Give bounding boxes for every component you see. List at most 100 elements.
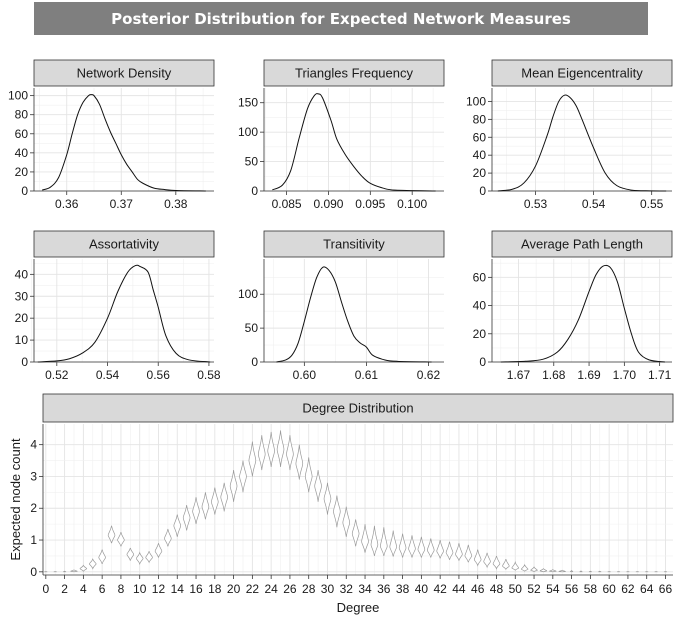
degree-x-tick-label: 60 xyxy=(602,582,616,596)
degree-x-tick-label: 66 xyxy=(659,582,673,596)
panel6-x-tick-label: 1.67 xyxy=(507,368,531,382)
panel4-y-tick-label: 10 xyxy=(15,333,29,347)
degree-violin xyxy=(63,570,67,573)
panel4-x-tick-label: 0.58 xyxy=(197,368,221,382)
degree-x-tick-label: 46 xyxy=(471,582,485,596)
degree-violin xyxy=(164,528,172,547)
panel3-x-tick-label: 0.54 xyxy=(582,197,606,211)
main-title: Posterior Distribution for Expected Netw… xyxy=(34,2,648,35)
panel4-y-tick-label: 20 xyxy=(15,311,29,325)
panel3-y-tick-label: 0 xyxy=(479,184,486,198)
panel2-y-tick-label: 100 xyxy=(238,125,258,139)
panel3-y-tick-label: 40 xyxy=(473,148,487,162)
panel3-y-tick-label: 60 xyxy=(473,130,487,144)
panel2-x-tick-label: 0.095 xyxy=(355,197,385,211)
degree-x-tick-label: 14 xyxy=(171,582,185,596)
degree-violin xyxy=(201,492,210,520)
degree-violin xyxy=(492,555,501,570)
degree-x-tick-label: 10 xyxy=(133,582,147,596)
degree-violin xyxy=(598,570,602,573)
degree-x-tick-label: 30 xyxy=(321,582,335,596)
panel6-y-tick-label: 40 xyxy=(473,299,487,313)
panel3-x-tick-label: 0.55 xyxy=(640,197,664,211)
panel3-x-tick-label: 0.53 xyxy=(524,197,548,211)
panel3-y-tick-label: 100 xyxy=(466,94,486,108)
panel6-y-tick-label: 0 xyxy=(479,355,486,369)
panel6-y-tick-label: 20 xyxy=(473,327,487,341)
panel2-strip xyxy=(263,59,445,87)
panel1-strip xyxy=(33,59,215,87)
degree-violin xyxy=(539,568,548,573)
degree-violin xyxy=(211,487,219,515)
degree-violin xyxy=(436,539,444,559)
degree-title: Degree Distribution xyxy=(302,401,413,416)
panel5-x-tick-label: 0.62 xyxy=(417,368,441,382)
degree-violin xyxy=(79,564,88,572)
degree-violin xyxy=(135,551,144,566)
panel6-y-tick-label: 60 xyxy=(473,270,487,284)
degree-violin xyxy=(239,460,247,493)
degree-x-tick-label: 18 xyxy=(208,582,222,596)
degree-violin xyxy=(520,563,529,572)
degree-violin xyxy=(511,560,520,571)
degree-violin xyxy=(351,519,360,547)
panel4-y-tick-label: 40 xyxy=(15,267,29,281)
degree-x-tick-label: 4 xyxy=(80,582,87,596)
degree-x-tick-label: 56 xyxy=(565,582,579,596)
panel5-x-tick-label: 0.61 xyxy=(355,368,379,382)
degree-violin xyxy=(182,505,191,531)
degree-violin xyxy=(98,549,106,564)
degree-violin xyxy=(473,549,482,567)
panel6-density-line xyxy=(500,264,666,363)
degree-x-tick-label: 38 xyxy=(396,582,410,596)
degree-violin xyxy=(558,569,566,573)
panel4-y-tick-label: 30 xyxy=(15,289,29,303)
panel1-x-tick-label: 0.36 xyxy=(55,197,79,211)
degree-x-tick-label: 20 xyxy=(227,582,241,596)
degree-y-axis-title: Expected node count xyxy=(8,438,23,561)
degree-violin xyxy=(304,457,313,493)
degree-violin xyxy=(229,470,238,502)
degree-violin xyxy=(267,431,275,467)
degree-violin xyxy=(361,524,369,553)
degree-violin xyxy=(295,444,304,480)
panel3-title: Mean Eigencentrality xyxy=(521,66,643,81)
panel5-y-tick-label: 50 xyxy=(245,321,259,335)
panel1-y-tick-label: 80 xyxy=(15,108,29,122)
degree-violin xyxy=(323,482,332,515)
degree-violin xyxy=(464,544,473,563)
panel6-strip xyxy=(491,230,673,258)
degree-x-tick-label: 26 xyxy=(283,582,297,596)
degree-violin xyxy=(286,435,294,471)
degree-violin xyxy=(89,557,97,570)
degree-y-tick-label: 2 xyxy=(30,501,37,515)
panel6-x-tick-label: 1.68 xyxy=(542,368,566,382)
panel2-density-line xyxy=(272,93,436,192)
panel3-y-tick-label: 20 xyxy=(473,166,487,180)
degree-violin xyxy=(370,525,379,556)
degree-x-tick-label: 44 xyxy=(452,582,466,596)
degree-x-tick-label: 34 xyxy=(358,582,372,596)
degree-violin xyxy=(154,543,163,558)
degree-violin xyxy=(427,538,435,558)
degree-violin xyxy=(145,551,153,564)
degree-x-tick-label: 6 xyxy=(99,582,106,596)
degree-x-tick-label: 48 xyxy=(490,582,504,596)
panel3-strip xyxy=(491,59,673,87)
degree-violin xyxy=(380,527,388,556)
degree-x-tick-label: 28 xyxy=(302,582,316,596)
degree-violin xyxy=(258,435,266,471)
degree-violin xyxy=(483,552,491,569)
degree-violin xyxy=(549,569,557,573)
degree-y-tick-label: 0 xyxy=(30,565,37,579)
degree-strip xyxy=(42,393,674,423)
degree-x-tick-label: 52 xyxy=(527,582,541,596)
degree-y-tick-label: 4 xyxy=(30,438,37,452)
degree-x-tick-label: 24 xyxy=(264,582,278,596)
panel2-x-tick-label: 0.090 xyxy=(313,197,343,211)
panel6-x-tick-label: 1.71 xyxy=(648,368,672,382)
degree-x-tick-label: 54 xyxy=(546,582,560,596)
panel5-y-tick-label: 100 xyxy=(238,287,258,301)
degree-x-tick-label: 64 xyxy=(640,582,654,596)
